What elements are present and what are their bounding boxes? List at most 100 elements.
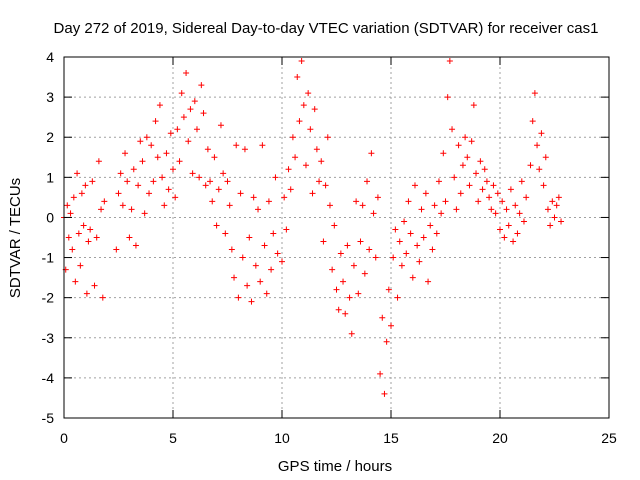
data-point	[414, 242, 421, 249]
y-axis-label: SDTVAR / TECUs	[7, 178, 24, 298]
data-point	[285, 166, 292, 173]
data-point	[427, 222, 434, 229]
data-point	[198, 82, 205, 89]
data-point	[99, 294, 106, 301]
data-point	[132, 242, 139, 249]
x-axis-label: GPS time / hours	[278, 458, 392, 475]
data-point	[82, 182, 89, 189]
data-point	[98, 206, 105, 213]
data-point	[446, 58, 453, 65]
data-point	[69, 246, 76, 253]
data-point	[74, 170, 81, 177]
data-point	[294, 74, 301, 81]
data-point	[146, 190, 153, 197]
data-point	[143, 134, 150, 141]
data-point	[497, 226, 503, 233]
data-point	[466, 182, 473, 189]
data-point	[289, 134, 296, 141]
data-point	[542, 154, 549, 161]
data-point	[492, 210, 499, 217]
data-point	[394, 294, 401, 301]
y-tick-label: -1	[42, 250, 55, 266]
data-point	[257, 278, 264, 285]
data-point	[224, 178, 231, 185]
data-point	[409, 274, 416, 281]
data-point	[191, 98, 198, 105]
data-point	[350, 262, 357, 269]
y-tick-label: 1	[46, 169, 54, 185]
data-point	[193, 126, 200, 133]
data-point	[311, 106, 318, 113]
data-point	[455, 142, 462, 149]
data-point	[176, 158, 183, 165]
data-point	[374, 194, 381, 201]
data-point	[115, 190, 122, 197]
x-tick-label: 25	[601, 430, 617, 446]
data-point	[523, 194, 530, 201]
data-point	[70, 194, 77, 201]
data-point	[202, 182, 209, 189]
data-point	[388, 322, 394, 329]
data-point	[473, 170, 480, 177]
data-point	[180, 114, 187, 121]
data-point	[316, 178, 323, 185]
data-point	[122, 150, 129, 157]
data-point	[381, 390, 388, 397]
data-point	[442, 198, 449, 205]
data-point	[416, 258, 423, 265]
data-point	[364, 178, 371, 185]
data-point	[309, 190, 316, 197]
data-point	[488, 206, 495, 213]
data-point	[440, 150, 447, 157]
data-point	[154, 154, 161, 161]
data-point	[329, 266, 336, 273]
data-point	[457, 190, 464, 197]
data-point	[527, 162, 534, 169]
data-point	[390, 254, 397, 261]
x-tick-label: 20	[492, 430, 508, 446]
y-tick-label: -3	[42, 330, 55, 346]
data-point	[119, 202, 126, 209]
data-point	[510, 238, 517, 245]
data-point	[372, 254, 379, 261]
data-point	[248, 298, 255, 305]
data-point	[161, 202, 168, 209]
data-point	[87, 226, 94, 233]
data-point	[534, 142, 541, 149]
data-point	[344, 242, 351, 249]
data-point	[433, 230, 440, 237]
data-point	[549, 198, 556, 205]
data-point	[401, 218, 408, 225]
data-point	[512, 202, 519, 209]
axis-ticks: -5 -4 -3 -2 -1 0 1 2 3 4 0 5 10 15 20 25	[42, 49, 617, 446]
data-point	[263, 290, 270, 297]
data-point	[558, 218, 565, 225]
data-point	[185, 138, 192, 145]
plot-frame	[63, 56, 610, 419]
data-point	[383, 338, 390, 345]
data-point	[425, 278, 432, 285]
data-point	[101, 198, 108, 205]
data-point	[124, 178, 131, 185]
data-point	[459, 162, 466, 169]
data-point	[220, 170, 227, 177]
data-point	[551, 214, 558, 221]
data-point	[366, 246, 373, 253]
data-point	[255, 206, 262, 213]
data-point	[126, 234, 133, 241]
data-point	[318, 158, 325, 165]
data-point	[499, 198, 506, 205]
chart-title: Day 272 of 2019, Sidereal Day-to-day VTE…	[54, 20, 599, 37]
data-point	[252, 262, 259, 269]
data-point	[222, 230, 229, 237]
y-tick-label: -2	[42, 290, 55, 306]
data-point	[231, 274, 238, 281]
data-point	[507, 186, 514, 193]
data-point	[544, 206, 551, 213]
grid-lines	[64, 57, 609, 418]
data-point	[93, 234, 100, 241]
data-point	[477, 158, 484, 165]
data-point	[72, 278, 79, 285]
data-point	[307, 126, 314, 133]
data-point	[237, 190, 244, 197]
